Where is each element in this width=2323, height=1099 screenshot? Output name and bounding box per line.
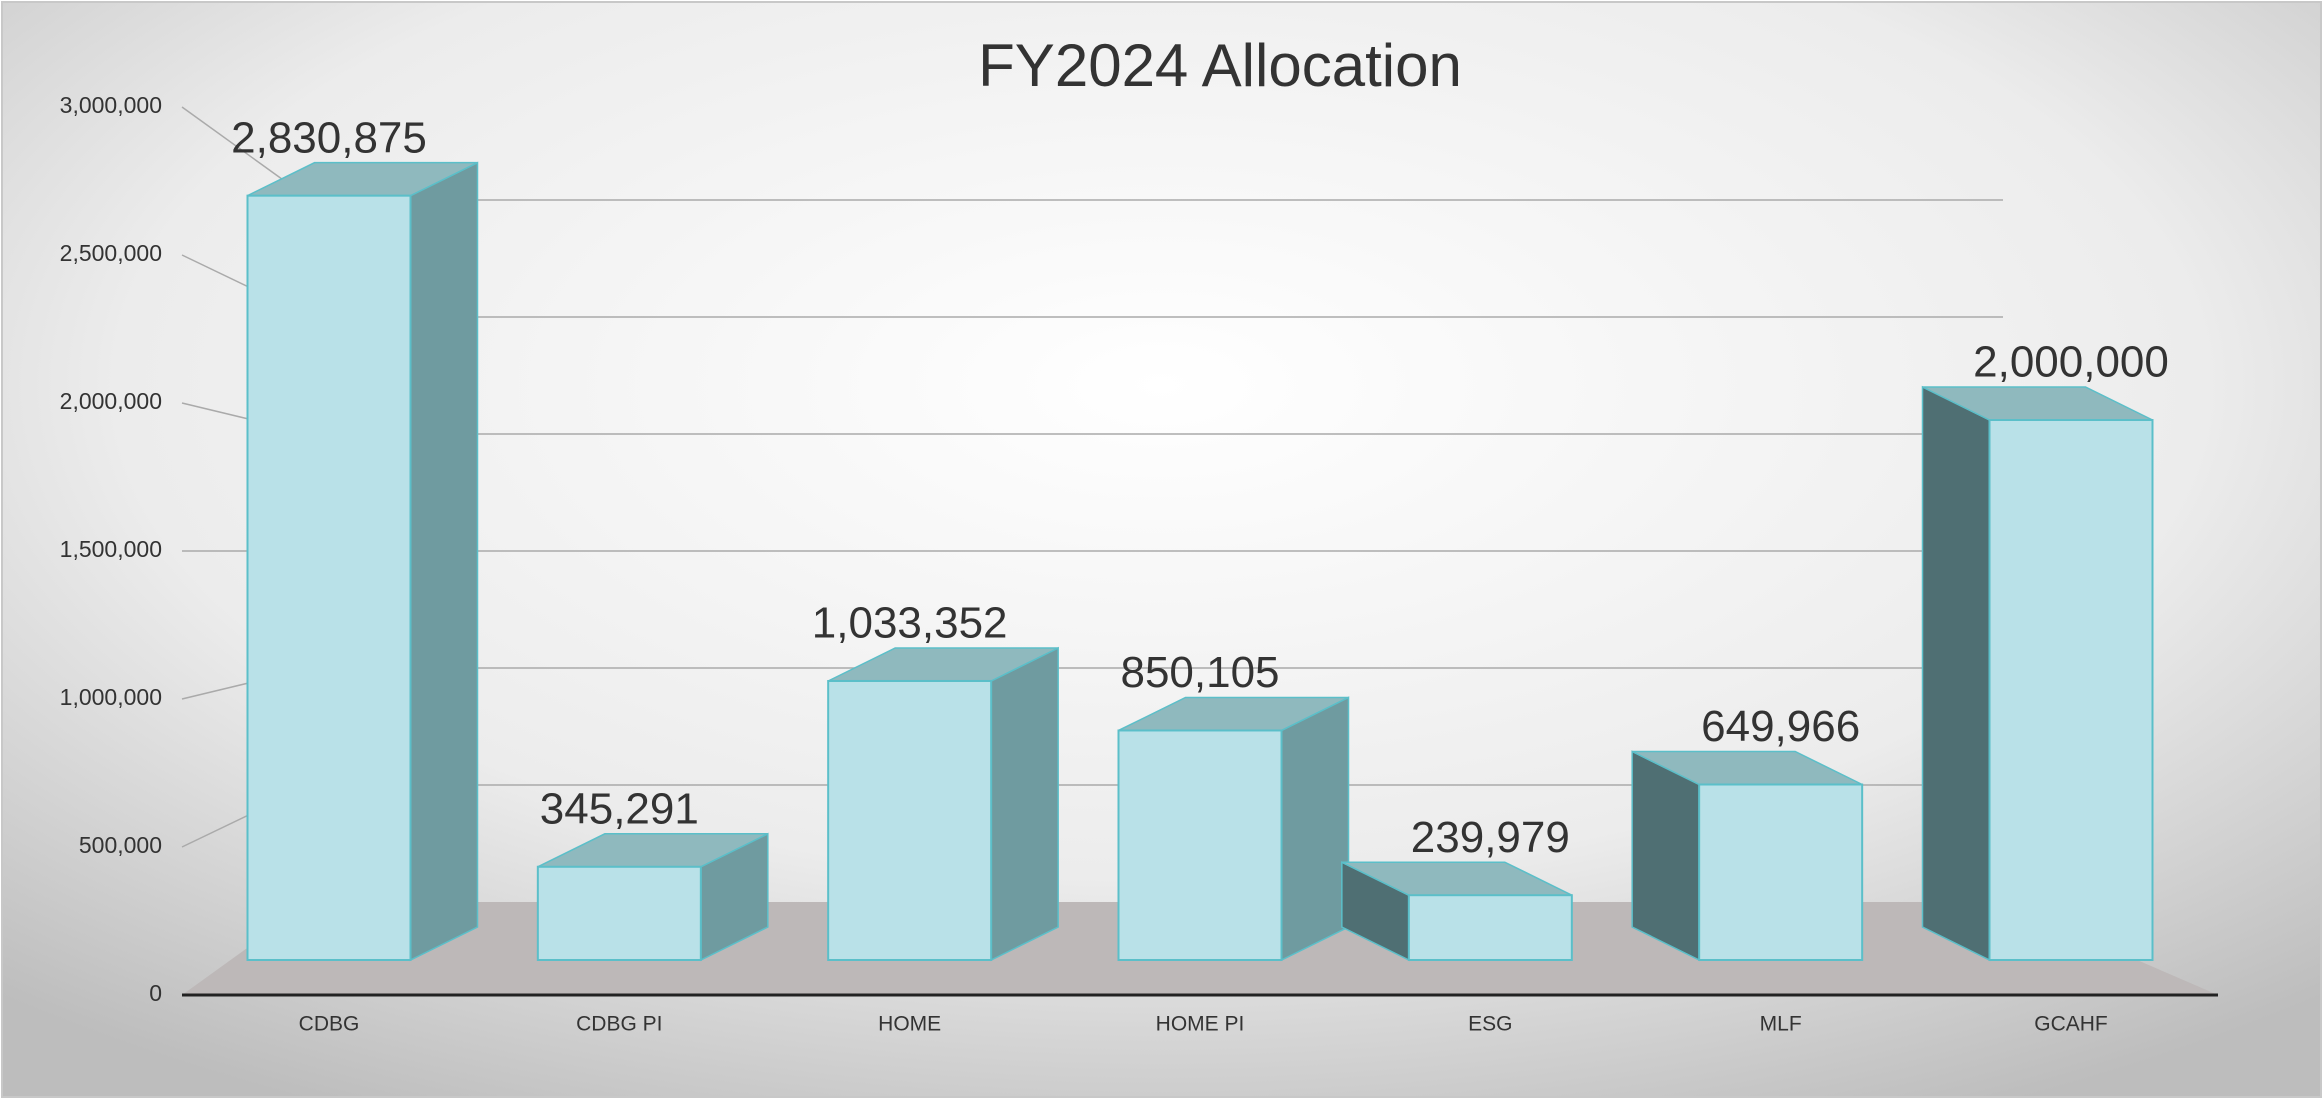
chart-title: FY2024 Allocation [978,32,1462,99]
bar [1698,783,1864,961]
x-tick-label: CDBG PI [576,1013,662,1036]
bar [536,865,702,961]
bar [1988,419,2154,961]
data-label: 649,966 [1701,702,1860,751]
bar-side [990,646,1059,962]
bar [1407,894,1573,962]
bar [246,194,412,961]
bar-side [1921,385,1991,962]
data-label: 2,000,000 [1973,338,2169,387]
x-tick-label: CDBG [299,1013,360,1036]
y-tick-label: 2,500,000 [60,240,162,266]
bar-side [1631,750,1700,962]
bar [1117,729,1283,962]
x-tick-label: MLF [1760,1013,1802,1036]
plot: 0 500,000 1,000,000 1,500,000 2,000,000 2,500… [60,92,2169,1035]
data-label: 850,105 [1120,648,1279,697]
bar-side [409,161,479,962]
y-tick-label: 1,000,000 [60,684,162,710]
y-tick-label: 0 [149,980,162,1006]
bar [827,679,993,961]
data-label: 2,830,875 [231,113,427,162]
x-tick-label: HOME [878,1013,941,1036]
bar-side [1280,696,1350,962]
x-tick-label: HOME PI [1156,1013,1245,1036]
data-label: 345,291 [540,784,699,833]
data-label: 239,979 [1411,813,1570,862]
x-tick-label: GCAHF [2034,1013,2108,1036]
data-label: 1,033,352 [812,599,1008,648]
y-tick-label: 3,000,000 [60,92,162,118]
y-tick-label: 1,500,000 [60,536,162,562]
y-tick-label: 2,000,000 [60,388,162,414]
x-tick-label: ESG [1468,1013,1512,1036]
y-tick-label: 500,000 [79,832,162,858]
